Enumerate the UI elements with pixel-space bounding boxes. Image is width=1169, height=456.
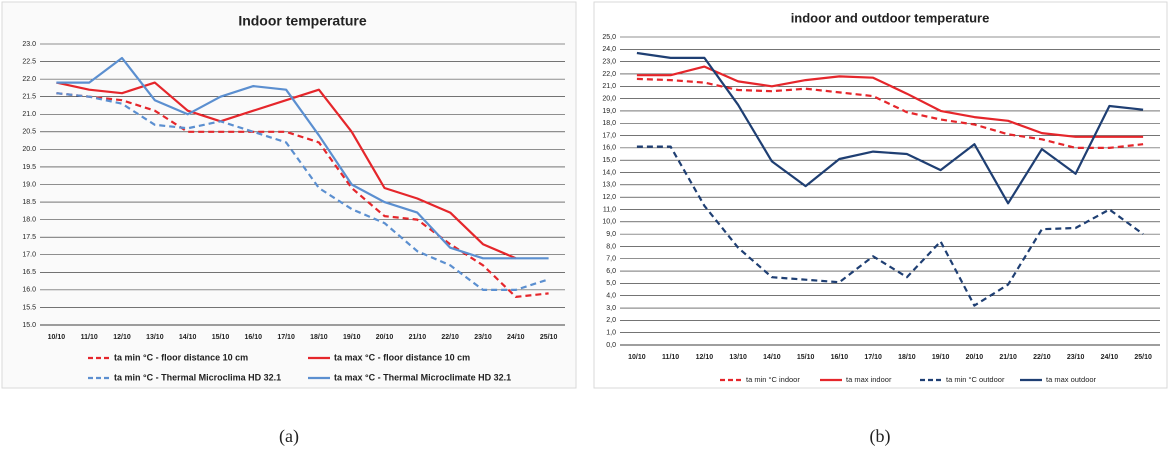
y-tick-label: 10,0 (602, 219, 616, 226)
y-tick-label: 22.0 (22, 76, 36, 83)
chart-title: Indoor temperature (238, 13, 367, 29)
y-tick-label: 4,0 (606, 293, 616, 300)
y-tick-label: 14,0 (602, 169, 616, 176)
x-tick-label: 17/10 (277, 334, 295, 341)
y-tick-label: 0,0 (606, 342, 616, 349)
y-tick-label: 23,0 (602, 58, 616, 65)
series-line (636, 145, 1144, 307)
y-tick-label: 21,0 (602, 83, 616, 90)
y-tick-label: 19.5 (22, 164, 36, 171)
x-tick-label: 24/10 (1101, 354, 1119, 361)
y-tick-label: 3,0 (606, 305, 616, 312)
y-tick-label: 13,0 (602, 182, 616, 189)
legend-label: ta max °C - Thermal Microclimate HD 32.1 (334, 372, 511, 382)
x-tick-label: 17/10 (864, 354, 882, 361)
x-tick-label: 20/10 (376, 334, 394, 341)
x-tick-label: 24/10 (507, 334, 525, 341)
y-tick-label: 11,0 (603, 206, 616, 213)
x-tick-label: 13/10 (729, 354, 747, 361)
y-tick-label: 5,0 (606, 280, 616, 287)
series-line (636, 77, 1144, 149)
x-tick-label: 10/10 (48, 334, 66, 341)
x-tick-label: 10/10 (628, 354, 646, 361)
y-tick-label: 25,0 (602, 34, 616, 41)
legend-label: ta max indoor (846, 375, 892, 384)
y-tick-label: 7,0 (606, 256, 616, 263)
y-tick-label: 24,0 (602, 46, 616, 53)
x-tick-label: 23/10 (1067, 354, 1085, 361)
series-line (56, 92, 549, 291)
y-tick-label: 17.0 (22, 252, 36, 259)
y-tick-label: 22.5 (22, 58, 36, 65)
y-tick-label: 20.5 (22, 129, 36, 136)
y-tick-label: 22,0 (602, 71, 616, 78)
y-tick-label: 21.0 (22, 111, 36, 118)
legend-label: ta max outdoor (1046, 375, 1097, 384)
y-tick-label: 15.5 (22, 304, 36, 311)
figure-caption: (b) (870, 426, 891, 447)
x-tick-label: 16/10 (831, 354, 849, 361)
y-tick-label: 20.0 (22, 146, 36, 153)
x-tick-label: 21/10 (409, 334, 427, 341)
x-tick-label: 14/10 (179, 334, 197, 341)
y-tick-label: 15,0 (602, 157, 616, 164)
y-tick-label: 18.5 (22, 199, 36, 206)
x-tick-label: 25/10 (1134, 354, 1152, 361)
x-tick-label: 12/10 (113, 334, 131, 341)
x-tick-label: 22/10 (441, 334, 459, 341)
legend-label: ta min °C - floor distance 10 cm (114, 352, 248, 362)
y-tick-label: 18.0 (22, 216, 36, 223)
y-tick-label: 16.5 (22, 269, 36, 276)
x-tick-label: 18/10 (898, 354, 916, 361)
x-tick-label: 20/10 (966, 354, 984, 361)
series-line (636, 51, 1144, 205)
legend-label: ta min °C indoor (746, 375, 800, 384)
series-line (56, 92, 549, 298)
chart-frame (593, 1, 1168, 389)
y-tick-label: 1,0 (606, 330, 616, 337)
x-tick-label: 18/10 (310, 334, 328, 341)
y-tick-label: 16,0 (602, 145, 616, 152)
x-tick-label: 16/10 (245, 334, 263, 341)
y-tick-label: 19.0 (22, 181, 36, 188)
series-line (56, 56, 549, 260)
y-tick-label: 6,0 (606, 268, 616, 275)
chart-frame (1, 1, 577, 389)
figure-caption: (a) (279, 426, 299, 447)
x-tick-label: 12/10 (696, 354, 714, 361)
y-tick-label: 16.0 (22, 287, 36, 294)
x-tick-label: 13/10 (146, 334, 164, 341)
x-tick-label: 11/10 (662, 354, 679, 361)
y-tick-label: 20,0 (602, 95, 616, 102)
y-tick-label: 17.5 (22, 234, 36, 241)
legend-label: ta min °C - Thermal Microclima HD 32.1 (114, 372, 281, 382)
x-tick-label: 19/10 (932, 354, 950, 361)
y-tick-label: 23.0 (22, 41, 36, 48)
y-tick-label: 19,0 (602, 108, 616, 115)
legend-label: ta min °C outdoor (946, 375, 1005, 384)
x-tick-label: 14/10 (763, 354, 781, 361)
y-tick-label: 12,0 (602, 194, 616, 201)
legend-label: ta max °C - floor distance 10 cm (334, 352, 470, 362)
x-tick-label: 11/10 (81, 334, 98, 341)
y-tick-label: 21.5 (22, 94, 36, 101)
y-tick-label: 17,0 (602, 132, 616, 139)
x-tick-label: 23/10 (474, 334, 492, 341)
series-line (56, 81, 517, 260)
y-tick-label: 2,0 (606, 317, 616, 324)
chart-title: indoor and outdoor temperature (791, 10, 990, 25)
x-tick-label: 25/10 (540, 334, 558, 341)
x-tick-label: 15/10 (212, 334, 230, 341)
y-tick-label: 15.0 (22, 322, 36, 329)
y-tick-label: 9,0 (606, 231, 616, 238)
x-tick-label: 19/10 (343, 334, 361, 341)
x-tick-label: 22/10 (1033, 354, 1051, 361)
y-tick-label: 18,0 (602, 120, 616, 127)
x-tick-label: 15/10 (797, 354, 815, 361)
series-line (636, 65, 1144, 138)
y-tick-label: 8,0 (606, 243, 616, 250)
x-tick-label: 21/10 (999, 354, 1017, 361)
